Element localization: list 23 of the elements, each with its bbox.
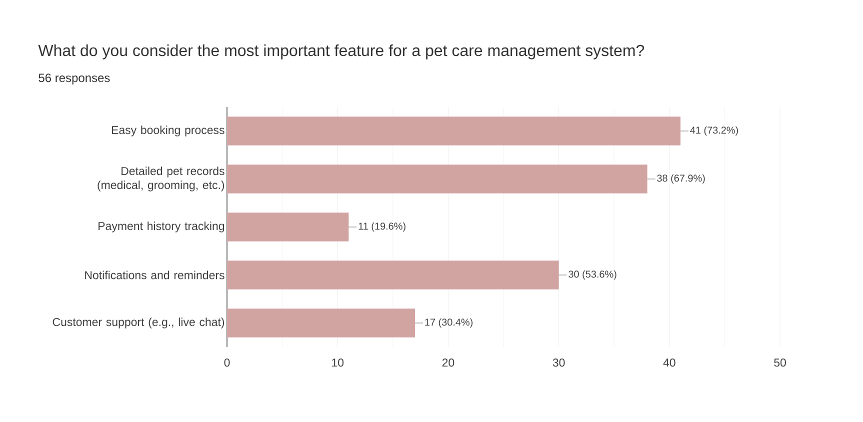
y-tick-label: Payment history tracking [98, 222, 224, 232]
x-tick-label: 10 [332, 358, 344, 367]
bar [227, 212, 349, 242]
bar [227, 308, 416, 338]
y-tick-label: Detailed pet records (medical, grooming, etc.) [98, 166, 224, 192]
data-label: 17 (30.4%) [425, 318, 473, 328]
x-tick-label: 0 [224, 358, 230, 367]
x-tick-label: 30 [552, 358, 565, 367]
text: 56 responses [38, 74, 110, 84]
data-label: 30 (53.6%) [568, 270, 616, 280]
y-tick-label: Easy booking process [112, 126, 224, 136]
data-label: 11 (19.6%) [358, 222, 406, 232]
y-tick-label: Customer support (e.g., live chat) [52, 318, 224, 328]
x-tick-label: 50 [774, 358, 786, 367]
bar [227, 260, 559, 290]
bar [227, 116, 680, 146]
data-label: 38 (67.9%) [657, 174, 705, 184]
x-tick-label: 20 [442, 358, 454, 367]
x-tick-label: 40 [663, 358, 676, 367]
chart-title: What do you consider the most important feature for a pet care management system? [38, 44, 644, 60]
bar [227, 164, 648, 194]
data-label: 41 (73.2%) [690, 126, 738, 136]
y-tick-label: Notifications and reminders [85, 270, 224, 280]
